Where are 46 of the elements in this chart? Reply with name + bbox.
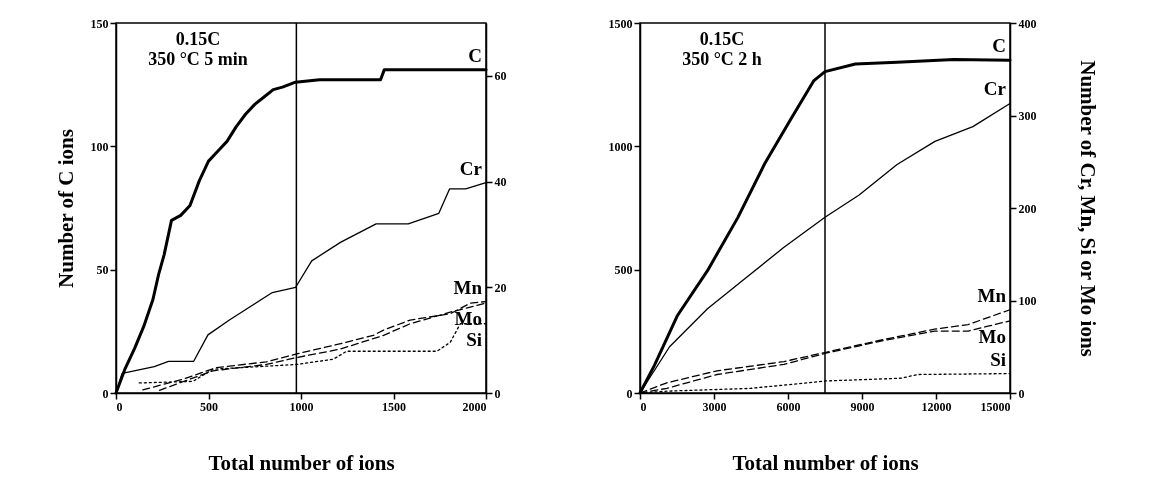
series-label: Cr [459, 157, 483, 179]
y-tick-label: 100 [90, 139, 109, 154]
x-tick-label: 500 [200, 399, 218, 414]
series-label: Mo [454, 308, 482, 330]
y2-tick-label: 400 [1018, 16, 1037, 31]
y-tick-label: 1000 [608, 139, 633, 154]
x-tick-label: 12000 [921, 399, 952, 414]
y-tick-label: 150 [90, 16, 109, 31]
x-tick-label: 0 [116, 399, 123, 414]
x-tick-label: 6000 [776, 399, 801, 414]
y-tick-label: 0 [102, 386, 109, 401]
series-label: C [992, 35, 1006, 57]
y2-tick-label: 200 [1018, 201, 1037, 216]
x-tick-label: 9000 [850, 399, 875, 414]
x-tick-label: 15000 [980, 399, 1011, 414]
series-label: Mn [453, 276, 483, 298]
x-tick-label: 0 [640, 399, 647, 414]
y-tick-label: 0 [626, 386, 633, 401]
y-tick-label: 1500 [608, 16, 633, 31]
y2-tick-label: 300 [1018, 109, 1037, 123]
x-tick-label: 2000 [462, 399, 487, 414]
y2-tick-label: 0 [494, 386, 501, 401]
y2-tick-label: 60 [494, 69, 507, 84]
x-axis-title: Total number of ions [732, 450, 919, 475]
series-label: Mo [978, 325, 1006, 347]
x-tick-label: 3000 [702, 399, 727, 414]
series-label: Mn [977, 284, 1007, 306]
series-label: Cr [983, 78, 1007, 100]
y2-tick-label: 40 [494, 175, 507, 190]
x-axis-title: Total number of ions [208, 450, 395, 475]
series-label: Si [990, 348, 1006, 370]
series-label: Si [466, 328, 482, 350]
annotation: 350 °C 5 min [148, 49, 248, 69]
y2-tick-label: 0 [1018, 386, 1025, 401]
x-tick-label: 1000 [289, 399, 314, 414]
series-label: C [468, 44, 482, 66]
annotation: 0.15C [699, 29, 745, 49]
x-tick-label: 1500 [382, 399, 406, 414]
y2-tick-label: 100 [1018, 294, 1037, 308]
annotation: 350 °C 2 h [682, 49, 762, 69]
y2-tick-label: 20 [494, 280, 507, 295]
y-axis-title: Number of C ions [53, 129, 78, 288]
y-tick-label: 50 [96, 263, 109, 278]
y-tick-label: 500 [614, 263, 633, 278]
y2-axis-title: Number of Cr, Mn, Si or Mo ions [1075, 60, 1100, 357]
annotation: 0.15C [175, 29, 221, 49]
